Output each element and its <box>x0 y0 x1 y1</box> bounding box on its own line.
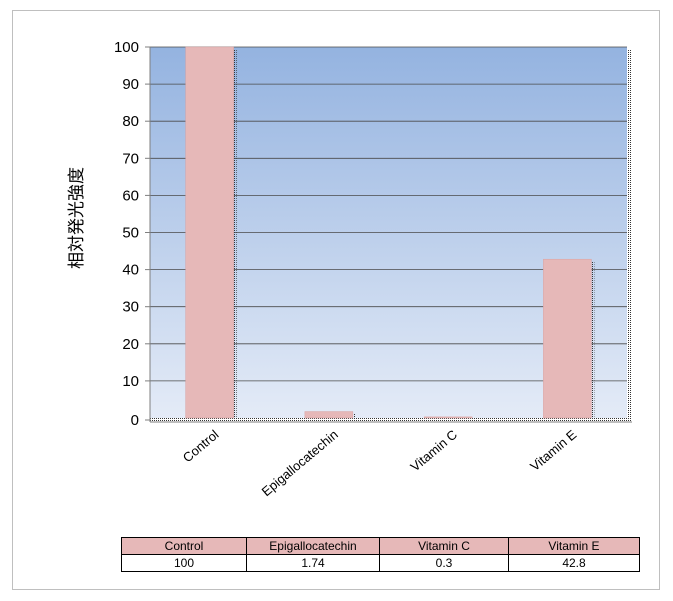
x-tick-label: Vitamin C <box>407 427 460 475</box>
table-header-row: Control Epigallocatechin Vitamin C Vitam… <box>121 537 640 555</box>
y-tick-label: 10 <box>122 373 139 390</box>
bar-shadow <box>352 413 356 420</box>
y-tick-label: 100 <box>114 39 139 56</box>
bar <box>185 46 234 419</box>
table-header-cell: Vitamin C <box>379 537 509 555</box>
bar <box>304 411 354 419</box>
bar <box>423 416 473 419</box>
table-cell: 100 <box>121 554 247 572</box>
y-tick-label: 20 <box>122 336 139 353</box>
bar-shadow <box>591 261 595 420</box>
y-tick-label: 40 <box>122 262 139 279</box>
table-cell: 0.3 <box>379 554 509 572</box>
x-tick-label: Control <box>180 427 222 466</box>
y-axis-label: 相対発光強度 <box>67 167 87 269</box>
x-tick-label: Epigallocatechin <box>259 427 341 499</box>
bar-shadow <box>472 418 476 420</box>
table-cell: 42.8 <box>508 554 640 572</box>
y-tick-label: 60 <box>122 187 139 204</box>
table-row: 100 1.74 0.3 42.8 <box>121 554 640 572</box>
table-header-cell: Control <box>121 537 247 555</box>
y-tick-label: 30 <box>122 299 139 316</box>
y-tick-label: 70 <box>122 150 139 167</box>
plot-floor <box>150 418 632 422</box>
data-table: Control Epigallocatechin Vitamin C Vitam… <box>121 537 640 572</box>
table-header-cell: Vitamin E <box>508 537 640 555</box>
y-tick-label: 50 <box>122 225 139 242</box>
bar <box>543 258 592 419</box>
y-tick-label: 90 <box>122 76 139 93</box>
y-tick-label: 0 <box>131 412 139 429</box>
plot-side-wall <box>627 49 632 420</box>
table-cell: 1.74 <box>246 554 380 572</box>
y-tick-label: 80 <box>122 113 139 130</box>
table-header-cell: Epigallocatechin <box>246 537 380 555</box>
bar-shadow <box>233 49 237 420</box>
x-tick-label: Vitamin E <box>527 427 579 474</box>
